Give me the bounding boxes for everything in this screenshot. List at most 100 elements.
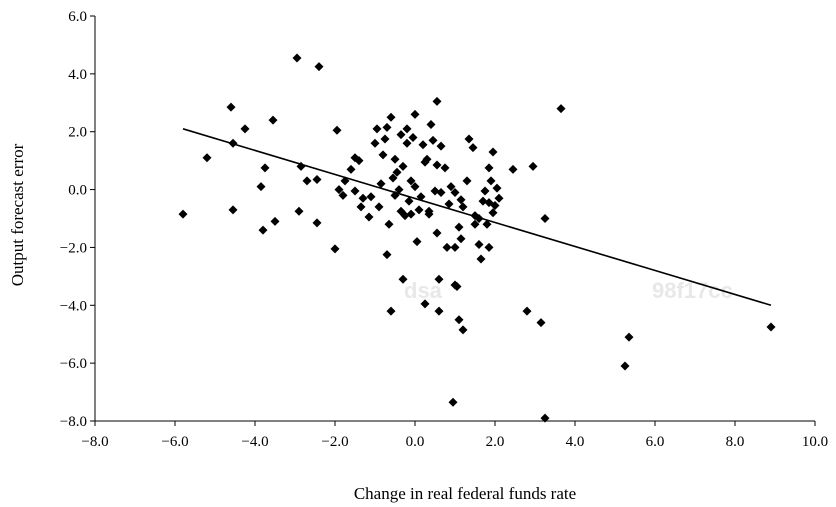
data-point bbox=[384, 219, 394, 229]
data-point bbox=[406, 209, 416, 219]
data-point bbox=[450, 187, 460, 197]
data-point bbox=[392, 167, 402, 177]
data-point bbox=[340, 176, 350, 186]
data-point bbox=[508, 164, 518, 174]
x-tick-label: −8.0 bbox=[81, 434, 108, 450]
data-point bbox=[202, 153, 212, 163]
y-tick-label: 4.0 bbox=[68, 67, 87, 83]
data-point bbox=[430, 186, 440, 196]
data-point bbox=[404, 196, 414, 206]
data-point bbox=[346, 164, 356, 174]
data-point bbox=[432, 96, 442, 106]
data-point bbox=[178, 209, 188, 219]
data-point bbox=[432, 228, 442, 238]
data-point bbox=[490, 200, 500, 210]
data-point bbox=[350, 186, 360, 196]
axes bbox=[90, 15, 816, 426]
data-point bbox=[356, 202, 366, 212]
data-point bbox=[330, 244, 340, 254]
data-point bbox=[406, 176, 416, 186]
data-point bbox=[436, 187, 446, 197]
data-point bbox=[228, 205, 238, 215]
y-tick-labels: 6.0 4.0 2.0 0.0 −2.0 −4.0 −6.0 −8.0 bbox=[60, 9, 87, 430]
data-point bbox=[390, 154, 400, 164]
data-point bbox=[474, 240, 484, 250]
data-point bbox=[540, 214, 550, 223]
data-point bbox=[386, 112, 396, 122]
data-point bbox=[484, 242, 494, 252]
data-point bbox=[258, 225, 268, 235]
data-point bbox=[410, 109, 420, 119]
y-axis-label: Output forecast error bbox=[8, 143, 27, 286]
data-point bbox=[452, 281, 462, 291]
data-point bbox=[398, 161, 408, 171]
x-tick-label: 4.0 bbox=[566, 434, 585, 450]
data-point bbox=[398, 274, 408, 284]
data-point bbox=[390, 190, 400, 200]
data-point bbox=[426, 119, 436, 129]
data-point bbox=[412, 237, 422, 247]
data-point bbox=[296, 161, 306, 171]
data-point bbox=[380, 134, 390, 144]
data-point bbox=[446, 182, 456, 192]
data-point bbox=[334, 185, 344, 195]
data-point bbox=[442, 242, 452, 252]
data-point bbox=[294, 206, 304, 216]
data-point bbox=[624, 332, 634, 342]
data-point bbox=[372, 124, 382, 134]
data-point bbox=[358, 193, 368, 203]
data-point bbox=[522, 306, 532, 316]
data-point bbox=[312, 218, 322, 228]
data-point bbox=[260, 163, 270, 173]
y-tick-label: −6.0 bbox=[60, 356, 87, 372]
data-point bbox=[418, 140, 428, 150]
data-point bbox=[434, 274, 444, 284]
data-point bbox=[488, 208, 498, 218]
data-point bbox=[454, 222, 464, 232]
data-point bbox=[440, 163, 450, 173]
x-tick-label: 2.0 bbox=[486, 434, 505, 450]
x-tick-label: −4.0 bbox=[241, 434, 268, 450]
data-point bbox=[378, 150, 388, 160]
data-point bbox=[240, 124, 250, 134]
data-point bbox=[382, 122, 392, 132]
x-axis-label: Change in real federal funds rate bbox=[354, 484, 576, 503]
x-tick-label: 6.0 bbox=[646, 434, 665, 450]
data-point bbox=[488, 147, 498, 157]
data-point bbox=[302, 176, 312, 186]
watermark-left: dsa bbox=[404, 278, 443, 303]
data-point bbox=[422, 154, 432, 164]
data-point bbox=[458, 325, 468, 335]
data-point bbox=[338, 190, 348, 200]
data-point bbox=[270, 216, 280, 226]
data-point bbox=[474, 214, 484, 223]
data-point bbox=[314, 62, 324, 72]
data-point bbox=[482, 219, 492, 229]
data-point bbox=[456, 234, 466, 244]
data-point bbox=[540, 413, 550, 423]
data-point bbox=[428, 135, 438, 145]
data-point bbox=[556, 104, 566, 114]
data-point bbox=[416, 192, 426, 202]
data-point bbox=[766, 322, 776, 332]
data-point bbox=[484, 163, 494, 173]
data-point bbox=[464, 134, 474, 144]
data-point bbox=[354, 156, 364, 166]
data-point bbox=[388, 173, 398, 183]
x-tick-label: −6.0 bbox=[161, 434, 188, 450]
x-tick-labels: −8.0 −6.0 −4.0 −2.0 0.0 2.0 4.0 6.0 8.0 10.0 bbox=[81, 434, 828, 450]
data-point bbox=[402, 124, 412, 134]
data-point bbox=[376, 179, 386, 189]
data-point bbox=[312, 174, 322, 184]
data-point bbox=[432, 160, 442, 170]
y-tick-label: −2.0 bbox=[60, 240, 87, 256]
data-point bbox=[458, 202, 468, 212]
data-point bbox=[228, 138, 238, 148]
x-tick-label: 8.0 bbox=[726, 434, 745, 450]
data-point bbox=[528, 161, 538, 171]
data-point bbox=[332, 125, 342, 135]
data-point bbox=[382, 250, 392, 260]
data-point bbox=[456, 195, 466, 205]
data-point bbox=[450, 242, 460, 252]
